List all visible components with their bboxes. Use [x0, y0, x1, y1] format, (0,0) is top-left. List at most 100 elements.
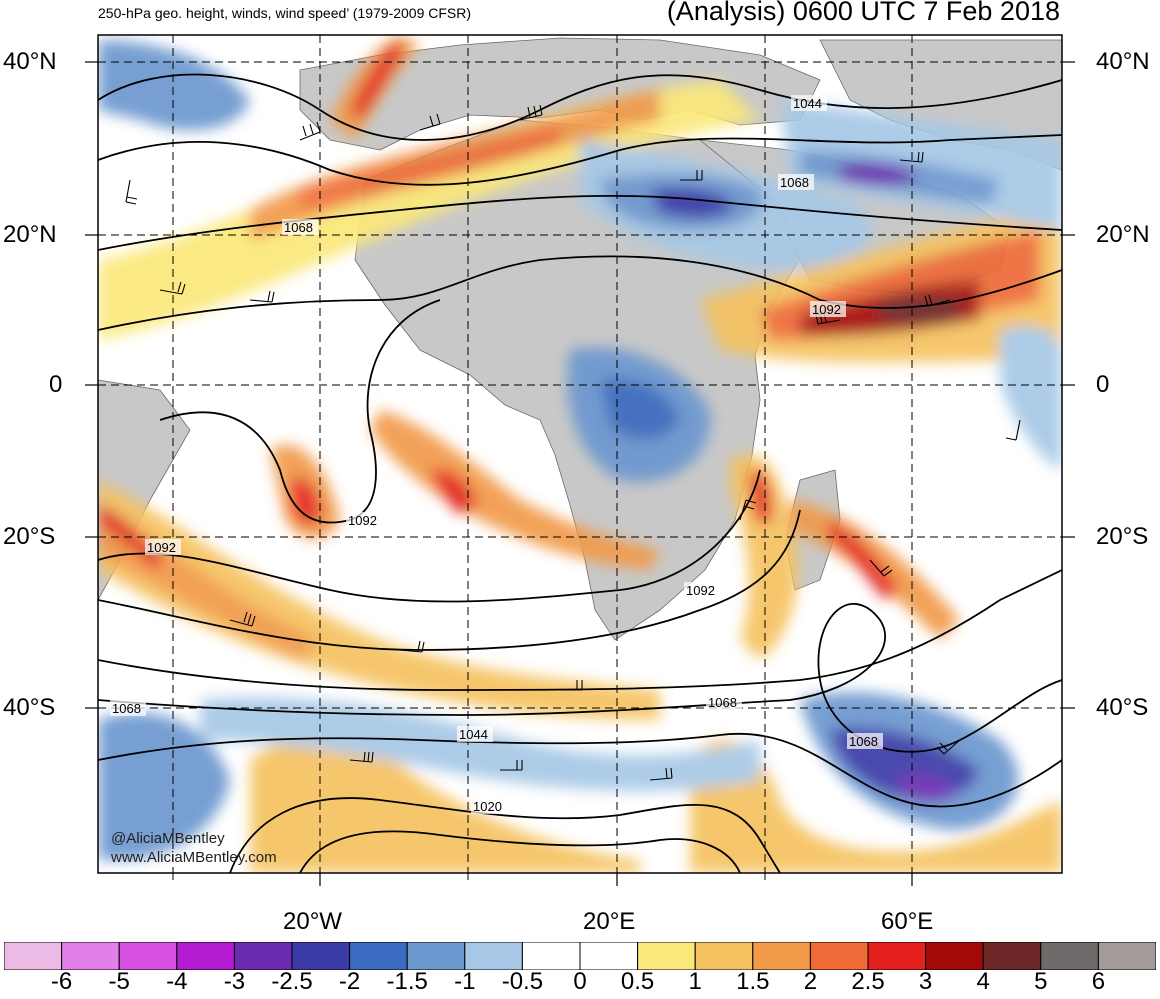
colorbar-label: -0.5 — [501, 968, 544, 995]
colorbar-swatch — [118, 942, 178, 970]
colorbar-label: 4 — [976, 968, 990, 995]
lon-label: 20°W — [283, 908, 342, 935]
contour-label: 1068 — [780, 175, 809, 190]
positive-anomaly-band — [250, 735, 640, 873]
lat-label-right: 40°S — [1096, 694, 1149, 721]
height-contours — [98, 73, 1062, 873]
credit-website: www.AliciaMBentley.com — [111, 849, 277, 866]
colorbar-swatch — [752, 942, 811, 970]
wind-barb — [739, 499, 757, 521]
wind-barb — [869, 559, 893, 577]
colorbar-label: 2.5 — [851, 968, 885, 995]
wind-barb — [649, 767, 673, 781]
lat-label-left: 40°N — [3, 48, 57, 75]
colorbar-label: 1.5 — [736, 968, 770, 995]
height-contour-line — [98, 194, 1062, 251]
lon-label: 20°E — [583, 908, 636, 935]
height-contour-line — [98, 469, 761, 603]
colorbar-label: -1.5 — [386, 968, 428, 995]
colorbar-label: -1 — [454, 968, 476, 995]
contour-label: 1068 — [284, 220, 313, 235]
colorbar-swatch — [1097, 942, 1156, 970]
height-contour-line — [98, 73, 1062, 141]
colorbar-label: 5 — [1034, 968, 1048, 995]
negative-anomaly-core — [650, 188, 735, 219]
wind-speed-shading — [98, 35, 1062, 873]
contour-label: 1092 — [812, 302, 841, 317]
contour-label: 1068 — [708, 695, 737, 710]
height-contour-line — [98, 255, 1062, 331]
colorbar-swatch — [233, 942, 293, 970]
contour-label: 1068 — [112, 701, 141, 716]
plot-frame — [97, 34, 1063, 874]
contour-label: 1020 — [473, 799, 502, 814]
positive-anomaly-core — [828, 520, 900, 600]
lat-label-right: 0 — [1096, 371, 1110, 398]
colorbar-label: 0 — [573, 968, 587, 995]
wind-barbs — [125, 104, 1021, 781]
colorbar-label: -6 — [50, 968, 73, 995]
negative-anomaly-band — [1000, 326, 1062, 470]
negative-anomaly-band — [98, 40, 250, 131]
wind-barb — [936, 739, 961, 755]
wind-barb — [519, 104, 543, 121]
colorbar-swatch — [291, 942, 351, 970]
negative-anomaly-core — [840, 163, 920, 186]
height-contour-line — [98, 603, 1062, 753]
negative-anomaly-core — [600, 379, 680, 440]
colorbar-swatch — [464, 942, 523, 970]
positive-anomaly-core — [749, 469, 773, 525]
positive-anomaly-core — [430, 469, 478, 515]
lat-label-left: 40°S — [3, 694, 56, 721]
wind-barb — [399, 640, 425, 653]
wind-barb — [159, 281, 186, 295]
wind-barb — [815, 311, 841, 325]
wind-barb — [899, 151, 924, 163]
positive-anomaly-core — [290, 477, 322, 526]
colorbar-label: 6 — [1091, 968, 1106, 995]
contour-label: 1092 — [348, 513, 377, 528]
colorbar-swatch — [349, 942, 408, 970]
colorbar-swatch — [925, 942, 984, 970]
colorbar-swatch — [406, 942, 466, 970]
colorbar-swatch — [579, 942, 639, 970]
negative-anomaly-band — [200, 697, 760, 791]
colorbar-label: -3 — [223, 968, 246, 995]
height-contour-line — [229, 797, 781, 873]
positive-anomaly-band — [370, 410, 660, 570]
lon-label: 60°E — [881, 908, 934, 935]
positive-anomaly-core — [300, 125, 560, 210]
negative-anomaly-core — [900, 773, 960, 803]
colorbar-label: 3 — [918, 968, 933, 995]
credit-twitter: @AliciaMBentley — [111, 830, 225, 847]
contour-label: 1068 — [849, 734, 878, 749]
map-title: (Analysis) 0600 UTC 7 Feb 2018 — [666, 0, 1060, 26]
colorbar-swatch — [1040, 942, 1099, 970]
contour-label: 1044 — [459, 727, 488, 742]
minor-ticks — [172, 35, 913, 880]
colorbar-swatch — [4, 942, 63, 970]
lat-label-left: 20°N — [3, 221, 57, 248]
colorbar-swatch — [694, 942, 754, 970]
wind-barb — [680, 170, 703, 181]
height-contour-line — [98, 509, 801, 651]
wind-barb — [125, 179, 138, 205]
lat-label-right: 20°S — [1096, 523, 1149, 550]
colorbar-swatch — [982, 942, 1042, 970]
contour-label: 1044 — [793, 96, 822, 111]
colorbar-label: 1 — [688, 968, 702, 995]
wind-barb — [229, 611, 256, 627]
lat-label-right: 40°N — [1096, 48, 1150, 75]
wind-barb — [349, 751, 374, 763]
contour-label: 1092 — [686, 583, 715, 598]
wind-barb — [299, 121, 321, 141]
axis-ticks — [85, 61, 1075, 886]
height-contour-line — [98, 134, 1062, 186]
colorbar-label: -2.5 — [271, 968, 313, 995]
colorbar-swatch — [867, 942, 927, 970]
lat-lon-grid — [98, 35, 1062, 873]
wind-barb — [560, 680, 583, 691]
wind-barb — [1005, 419, 1021, 441]
colorbar-swatch — [176, 942, 235, 970]
